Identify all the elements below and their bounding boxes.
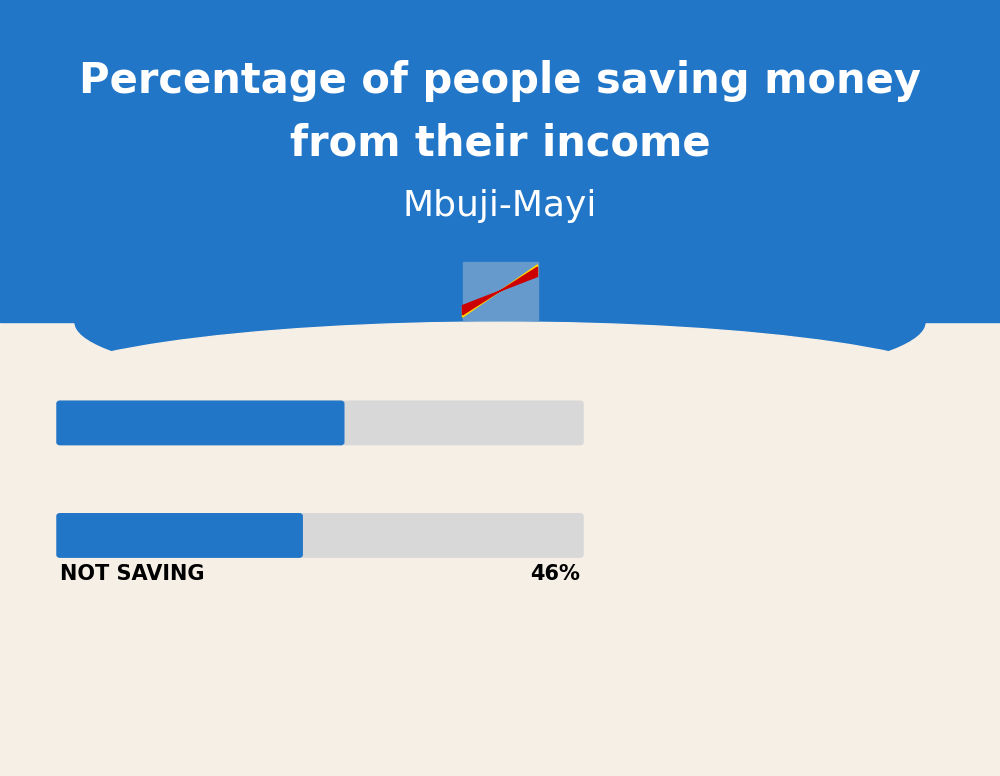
Text: 46%: 46%: [530, 564, 580, 584]
Text: ★: ★: [473, 271, 485, 286]
Text: 54%: 54%: [530, 374, 580, 394]
Text: NOT SAVING: NOT SAVING: [60, 564, 205, 584]
Text: Percentage of people saving money: Percentage of people saving money: [79, 61, 921, 102]
Text: Mbuji-Mayi: Mbuji-Mayi: [403, 189, 597, 223]
Text: from their income: from their income: [290, 123, 710, 165]
Text: SAVING MONEY: SAVING MONEY: [60, 374, 240, 394]
